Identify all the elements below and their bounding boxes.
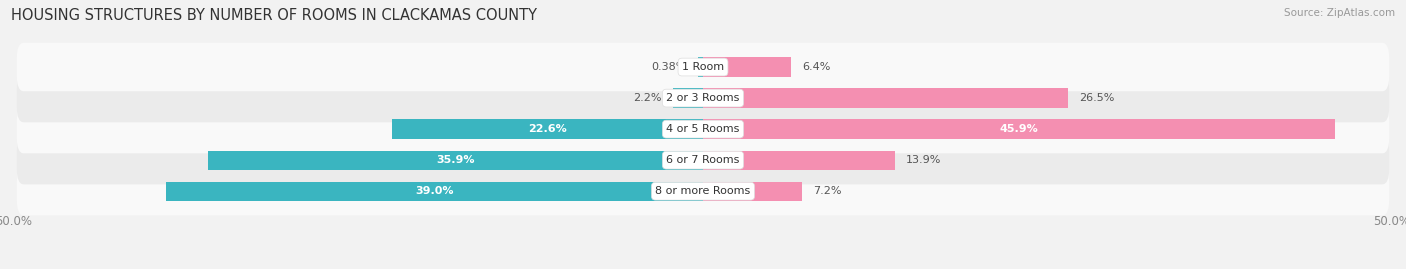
Bar bbox=[208, 151, 703, 170]
Text: 4 or 5 Rooms: 4 or 5 Rooms bbox=[666, 124, 740, 134]
Text: 7.2%: 7.2% bbox=[813, 186, 842, 196]
Bar bbox=[703, 89, 1069, 108]
Text: 0.38%: 0.38% bbox=[651, 62, 686, 72]
Text: 8 or more Rooms: 8 or more Rooms bbox=[655, 186, 751, 196]
Text: 6.4%: 6.4% bbox=[803, 62, 831, 72]
Bar bbox=[697, 57, 703, 77]
Text: 1 Room: 1 Room bbox=[682, 62, 724, 72]
Bar bbox=[703, 151, 894, 170]
FancyBboxPatch shape bbox=[17, 105, 1389, 153]
Bar bbox=[703, 119, 1336, 139]
Text: 45.9%: 45.9% bbox=[1000, 124, 1039, 134]
Text: 39.0%: 39.0% bbox=[415, 186, 454, 196]
FancyBboxPatch shape bbox=[17, 167, 1389, 215]
Text: 26.5%: 26.5% bbox=[1080, 93, 1115, 103]
Bar bbox=[392, 119, 703, 139]
Text: 6 or 7 Rooms: 6 or 7 Rooms bbox=[666, 155, 740, 165]
Text: Source: ZipAtlas.com: Source: ZipAtlas.com bbox=[1284, 8, 1395, 18]
Bar bbox=[166, 182, 703, 201]
Text: 2 or 3 Rooms: 2 or 3 Rooms bbox=[666, 93, 740, 103]
FancyBboxPatch shape bbox=[17, 136, 1389, 184]
Text: 2.2%: 2.2% bbox=[633, 93, 662, 103]
Text: 13.9%: 13.9% bbox=[905, 155, 941, 165]
FancyBboxPatch shape bbox=[17, 43, 1389, 91]
Text: HOUSING STRUCTURES BY NUMBER OF ROOMS IN CLACKAMAS COUNTY: HOUSING STRUCTURES BY NUMBER OF ROOMS IN… bbox=[11, 8, 537, 23]
Text: 22.6%: 22.6% bbox=[527, 124, 567, 134]
Bar bbox=[672, 89, 703, 108]
Bar bbox=[703, 57, 792, 77]
Bar bbox=[703, 182, 803, 201]
FancyBboxPatch shape bbox=[17, 74, 1389, 122]
Text: 35.9%: 35.9% bbox=[436, 155, 475, 165]
